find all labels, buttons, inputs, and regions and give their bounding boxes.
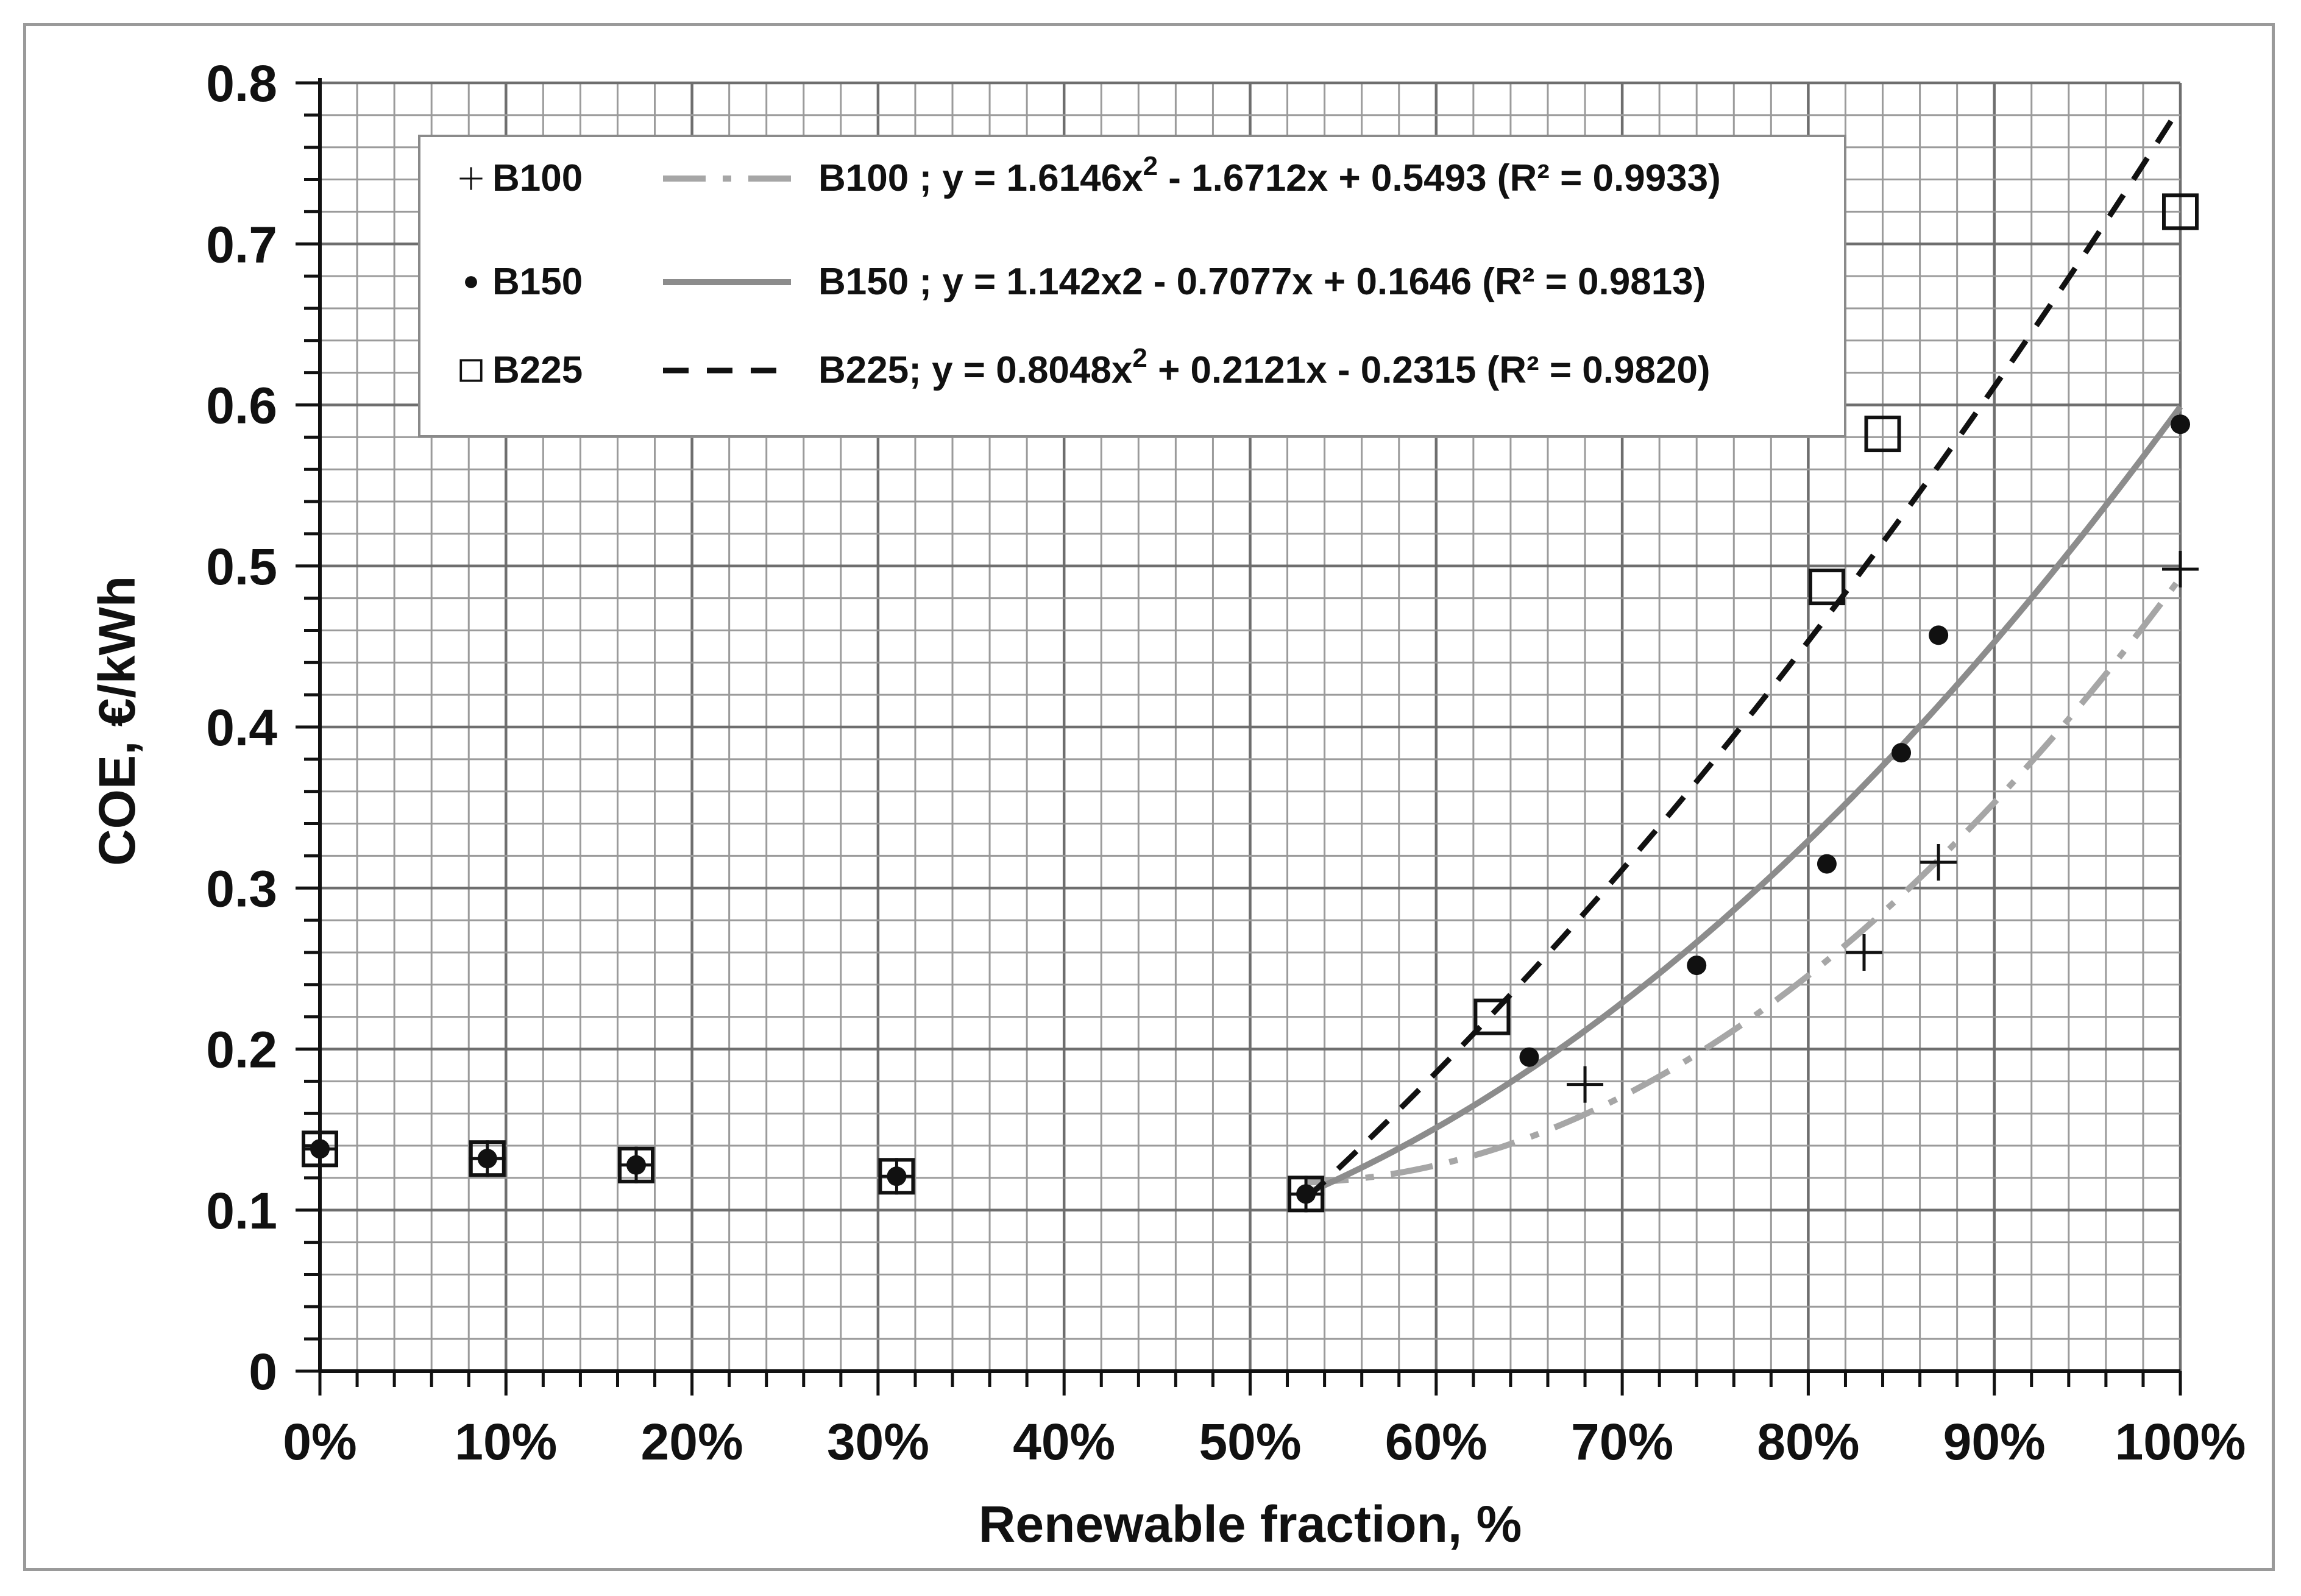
data-point-b100: [1845, 934, 1882, 971]
legend: B100 B100 ; y = 1.6146x2 - 1.6712x + 0.54…: [418, 135, 1846, 438]
data-point-b150: [2171, 414, 2190, 434]
data-point-b100: [1567, 1066, 1604, 1103]
trendline-b100: [1305, 576, 2183, 1186]
legend-trend-label-b150: B150 ; y = 1.142x2 - 0.7077x + 0.1646 (R…: [818, 261, 1706, 303]
x-tick-label: 60%: [1385, 1413, 1487, 1470]
data-point-b150: [1817, 854, 1837, 874]
legend-label-b100: B100: [492, 157, 583, 199]
data-point-b150: [310, 1139, 330, 1159]
trend-eq-superscript: 2: [1132, 343, 1147, 373]
data-point-b100: [2162, 551, 2199, 588]
y-tick-label: 0.1: [206, 1182, 277, 1240]
data-point-b150: [887, 1166, 907, 1186]
data-point-b150: [1519, 1047, 1539, 1067]
x-tick-label: 0%: [283, 1413, 356, 1470]
x-tick-label: 20%: [641, 1413, 743, 1470]
x-axis-title: Renewable fraction, %: [979, 1495, 1522, 1553]
y-tick-label: 0.2: [206, 1021, 277, 1079]
y-tick-label: 0.7: [206, 216, 277, 273]
trend-eq-main: B150 ; y = 1.142x2 - 0.7077x + 0.1646 (R…: [818, 261, 1706, 303]
data-point-b100: [1920, 843, 1957, 881]
legend-trend-label-b225: B225; y = 0.8048x2 + 0.2121x - 0.2315 (R…: [818, 343, 1711, 391]
trendlines: [1304, 105, 2183, 1201]
data-point-b225: [2162, 193, 2199, 230]
data-point-b150: [1687, 956, 1707, 976]
data-point-b225: [1473, 998, 1511, 1035]
y-tick-label: 0.3: [206, 860, 277, 917]
trendline-b150: [1305, 405, 2183, 1197]
y-axis-title: COE, €/kWh: [88, 576, 146, 866]
trend-eq-superscript: 2: [1143, 151, 1158, 181]
x-tick-label: 70%: [1571, 1413, 1673, 1470]
x-tick-label: 30%: [827, 1413, 929, 1470]
legend-marker-b150: [465, 276, 477, 288]
data-point-b150: [1296, 1184, 1316, 1204]
legend-marker-b225: [459, 359, 483, 382]
legend-marker-b100: [459, 167, 483, 190]
y-tick-label: 0: [249, 1343, 277, 1400]
trend-eq-rest: + 0.2121x - 0.2315 (R² = 0.9820): [1147, 349, 1711, 391]
trend-eq-main: B225; y = 0.8048x: [818, 349, 1133, 391]
legend-label-b225: B225: [492, 349, 583, 391]
x-tick-label: 80%: [1757, 1413, 1859, 1470]
legend-box: [418, 135, 1846, 438]
chart-frame: B100 B100 ; y = 1.6146x2 - 1.6712x + 0.54…: [23, 23, 2275, 1571]
x-tick-label: 10%: [455, 1413, 557, 1470]
data-point-b150: [1892, 743, 1912, 763]
trend-eq-main: B100 ; y = 1.6146x: [818, 157, 1143, 199]
x-tick-label: 40%: [1013, 1413, 1115, 1470]
y-tick-label: 0.4: [206, 699, 277, 756]
y-tick-label: 0.5: [206, 538, 277, 595]
data-point-b150: [477, 1149, 497, 1169]
data-point-b150: [1929, 625, 1949, 645]
legend-trend-label-b100: B100 ; y = 1.6146x2 - 1.6712x + 0.5493 (…: [818, 151, 1721, 199]
axis-labels: 0% 10% 20% 30% 40% 50% 60% 70% 80% 90% 100% 0 0.1 0.2…: [88, 55, 2246, 1553]
data-point-b225: [1808, 569, 1845, 606]
y-tick-label: 0.8: [206, 55, 277, 112]
x-tick-label: 50%: [1199, 1413, 1301, 1470]
data-points: [302, 193, 2199, 1213]
data-point-b150: [626, 1155, 647, 1175]
x-tick-label: 90%: [1943, 1413, 2046, 1470]
x-tick-label: 100%: [2115, 1413, 2246, 1470]
legend-label-b150: B150: [492, 261, 583, 303]
y-tick-label: 0.6: [206, 377, 277, 434]
data-point-b225: [1864, 416, 1901, 453]
chart-svg: B100 B100 ; y = 1.6146x2 - 1.6712x + 0.54…: [88, 55, 2246, 1553]
trend-eq-rest: - 1.6712x + 0.5493 (R² = 0.9933): [1158, 157, 1721, 199]
